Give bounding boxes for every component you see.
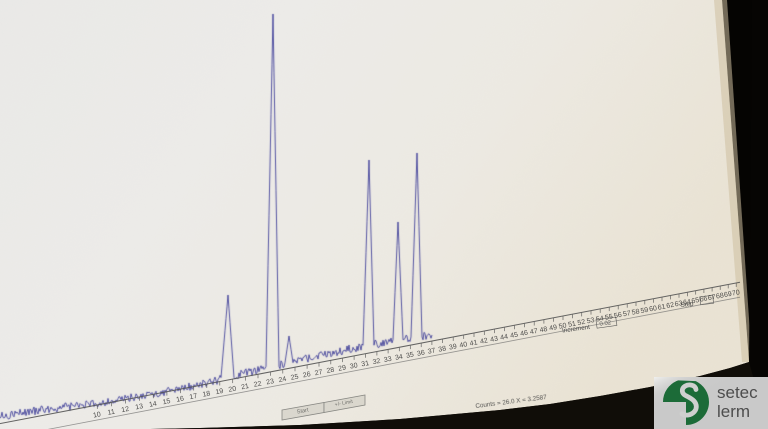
svg-text:setec: setec [717,383,758,402]
svg-text:lerm: lerm [717,402,750,421]
